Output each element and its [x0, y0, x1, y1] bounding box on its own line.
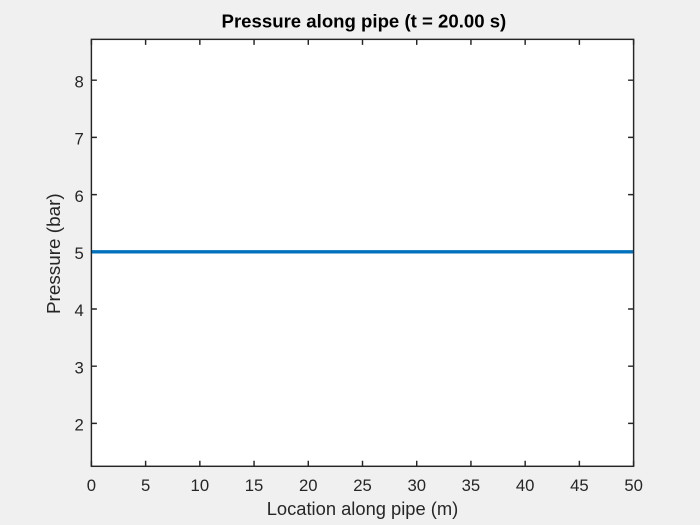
svg-text:Pressure along pipe (t = 20.00: Pressure along pipe (t = 20.00 s)	[222, 10, 507, 31]
svg-text:35: 35	[462, 476, 481, 495]
svg-text:7: 7	[75, 130, 84, 149]
svg-text:10: 10	[191, 476, 210, 495]
svg-text:0: 0	[87, 476, 96, 495]
svg-text:2: 2	[75, 416, 84, 435]
svg-text:40: 40	[516, 476, 535, 495]
svg-text:3: 3	[75, 358, 84, 377]
svg-text:Pressure (bar): Pressure (bar)	[44, 193, 65, 314]
svg-text:8: 8	[75, 72, 84, 91]
svg-text:5: 5	[141, 476, 150, 495]
svg-text:4: 4	[75, 301, 84, 320]
svg-text:5: 5	[75, 244, 84, 263]
svg-text:25: 25	[353, 476, 372, 495]
svg-text:6: 6	[75, 187, 84, 206]
svg-text:15: 15	[245, 476, 264, 495]
svg-text:45: 45	[570, 476, 589, 495]
svg-text:Location along pipe (m): Location along pipe (m)	[267, 498, 459, 519]
svg-text:50: 50	[624, 476, 643, 495]
svg-text:20: 20	[299, 476, 318, 495]
svg-text:30: 30	[407, 476, 426, 495]
